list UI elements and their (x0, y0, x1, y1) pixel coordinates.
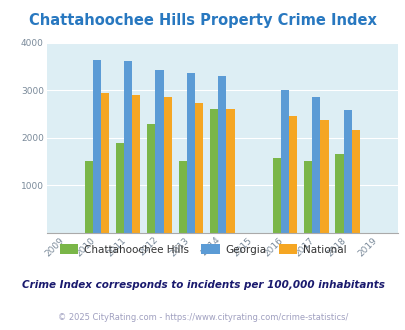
Bar (116, 143, 124, 233)
Bar (186, 73, 194, 233)
Bar (217, 76, 226, 233)
Bar (311, 97, 320, 233)
Bar (178, 161, 186, 233)
Bar (194, 103, 202, 233)
Bar (84, 161, 93, 233)
Bar (124, 61, 132, 233)
Bar (288, 116, 296, 233)
Bar (93, 59, 101, 233)
Bar (209, 109, 217, 233)
Bar (280, 90, 288, 233)
Bar (343, 110, 351, 233)
Bar (335, 154, 343, 233)
Text: Crime Index corresponds to incidents per 100,000 inhabitants: Crime Index corresponds to incidents per… (21, 280, 384, 290)
Text: © 2025 CityRating.com - https://www.cityrating.com/crime-statistics/: © 2025 CityRating.com - https://www.city… (58, 313, 347, 322)
Bar (303, 161, 311, 233)
Bar (351, 130, 359, 233)
Bar (147, 123, 155, 233)
Bar (155, 70, 163, 233)
Text: Chattahoochee Hills Property Crime Index: Chattahoochee Hills Property Crime Index (29, 13, 376, 28)
Bar (226, 109, 234, 233)
Legend: Chattahoochee Hills, Georgia, National: Chattahoochee Hills, Georgia, National (60, 245, 345, 255)
Bar (272, 158, 280, 233)
Bar (132, 95, 140, 233)
Bar (163, 97, 171, 233)
Bar (101, 93, 109, 233)
Bar (320, 120, 328, 233)
